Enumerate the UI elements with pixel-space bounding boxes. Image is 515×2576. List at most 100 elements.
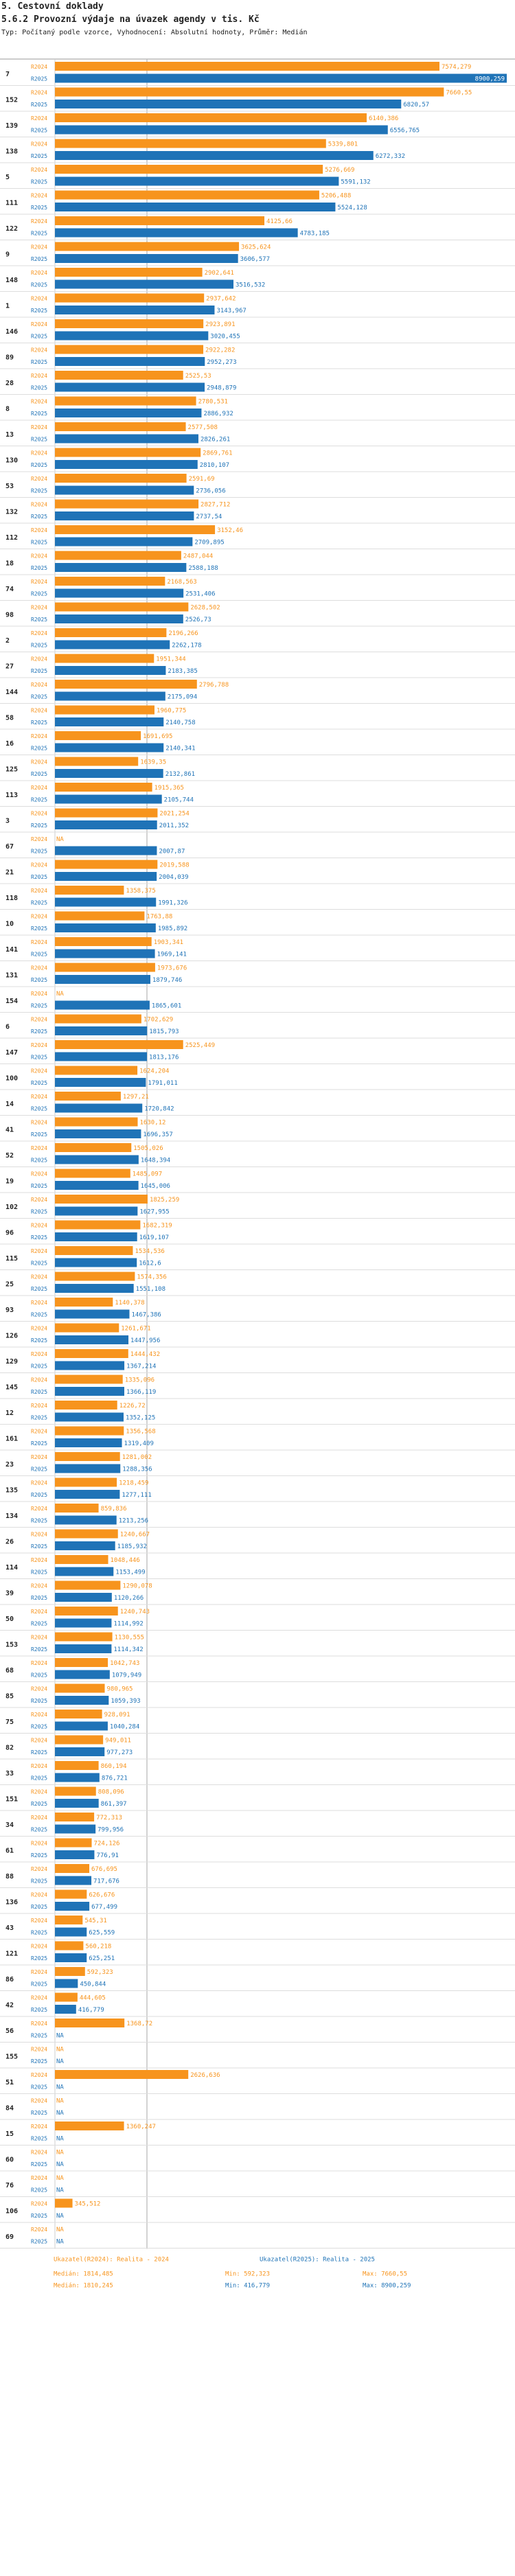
value-label-r2025: 1277,111 [122,1492,151,1499]
bar-r2024 [55,1169,130,1178]
value-label-r2025: NA [56,2110,64,2117]
chart-title: 5.6.2 Provozní výdaje na úvazek agendy v… [1,14,260,25]
value-label-r2025: 2588,188 [188,565,218,572]
stat-max-r2024: Max: 7660,55 [363,2271,407,2278]
series-label-r2025: R2025 [31,1595,47,1601]
series-label-r2025: R2025 [31,488,47,494]
bar-r2024 [55,705,154,715]
group-label: 34 [5,1821,14,1829]
bar-r2024 [55,268,203,277]
bar-r2025 [55,872,157,881]
bar-r2025 [55,2005,76,2014]
value-label-r2024: 2923,891 [205,321,235,328]
group-label: 76 [5,2182,14,2189]
series-label-r2024: R2024 [31,1841,47,1847]
bar-r2025 [55,1747,105,1756]
bar-r2024 [55,474,187,483]
value-label-r2025: 625,559 [89,1930,115,1937]
series-label-r2024: R2024 [31,141,47,148]
value-label-r2024: 1691,695 [143,733,172,740]
bar-r2024 [55,242,240,251]
value-label-r2024: 1951,344 [156,656,185,663]
bar-r2025 [55,1181,139,1190]
series-label-r2025: R2025 [31,1080,47,1086]
bar-r2024 [55,628,167,637]
series-label-r2024: R2024 [31,2175,47,2181]
group-label: 86 [5,1976,14,1983]
group-label: 13 [5,431,14,439]
bar-r2025 [55,1618,112,1628]
group-label: 125 [5,766,18,773]
series-label-r2025: R2025 [31,514,47,520]
bar-r2024 [55,1735,104,1745]
series-label-r2024: R2024 [31,296,47,302]
series-label-r2024: R2024 [31,1583,47,1589]
value-label-r2025: NA [56,2161,64,2168]
series-label-r2025: R2025 [31,1492,47,1498]
bar-r2025 [55,769,163,778]
bar-r2025 [55,717,164,726]
series-label-r2025: R2025 [31,1106,47,1112]
bar-r2025 [55,563,187,572]
bar-r2024 [55,1786,96,1796]
bar-r2024 [55,1014,141,1024]
group-label: 100 [5,1074,18,1082]
value-label-r2025: 3516,532 [236,282,265,289]
bar-r2024 [55,62,439,71]
value-label-r2024: 7660,55 [446,90,472,97]
value-label-r2025: NA [56,2136,64,2143]
value-label-r2025: 1612,6 [139,1261,161,1267]
series-label-r2024: R2024 [31,2201,47,2207]
bar-r2024 [55,345,204,354]
series-label-r2025: R2025 [31,179,47,185]
bar-r2024 [55,1580,121,1590]
series-label-r2025: R2025 [31,1440,47,1447]
series-label-r2024: R2024 [31,888,47,894]
series-label-r2025: R2025 [31,1028,47,1035]
bar-r2024 [55,1401,117,1410]
value-label-r2025: 416,779 [78,2007,104,2014]
bar-r2024 [55,1349,128,1358]
bar-r2024 [55,551,181,560]
value-label-r2024: 1042,743 [110,1660,139,1667]
series-label-r2024: R2024 [31,553,47,560]
value-label-r2025: 1551,108 [136,1286,165,1293]
value-label-r2024: 592,323 [87,1969,113,1976]
bar-r2024 [55,2019,125,2027]
bar-r2025 [55,511,194,520]
value-label-r2024: 1973,676 [157,965,187,972]
series-label-r2025: R2025 [31,334,47,340]
group-label: 27 [5,663,14,670]
group-label: 111 [5,199,18,207]
group-label: 3 [5,817,10,825]
series-label-r2025: R2025 [31,823,47,829]
group-label: 67 [5,843,14,851]
value-label-r2024: NA [56,2175,64,2182]
bar-r2025 [55,73,507,83]
value-label-r2025: 2011,352 [159,823,189,829]
series-label-r2024: R2024 [31,1120,47,1126]
value-label-r2025: 5524,128 [337,205,367,211]
series-label-r2024: R2024 [31,450,47,457]
series-label-r2025: R2025 [31,643,47,649]
series-label-r2025: R2025 [31,411,47,417]
series-label-r2024: R2024 [31,1274,47,1280]
series-label-r2024: R2024 [31,527,47,533]
group-label: 139 [5,122,18,130]
group-label: 69 [5,2233,14,2241]
value-label-r2025: 1114,992 [113,1621,143,1628]
group-label: 141 [5,946,18,954]
series-label-r2025: R2025 [31,1930,47,1936]
series-label-r2025: R2025 [31,308,47,314]
value-label-r2024: 1360,247 [126,2124,156,2130]
bar-r2024 [55,165,323,174]
bar-r2024 [55,1477,117,1487]
value-label-r2025: 2175,094 [168,694,197,701]
series-label-r2025: R2025 [31,874,47,880]
value-label-r2024: 1240,743 [120,1609,150,1615]
value-label-r2025: 6272,332 [376,153,405,160]
series-label-r2024: R2024 [31,1197,47,1203]
series-label-r2025: R2025 [31,1852,47,1859]
group-label: 8 [5,405,10,413]
bar-r2024 [55,1710,102,1718]
